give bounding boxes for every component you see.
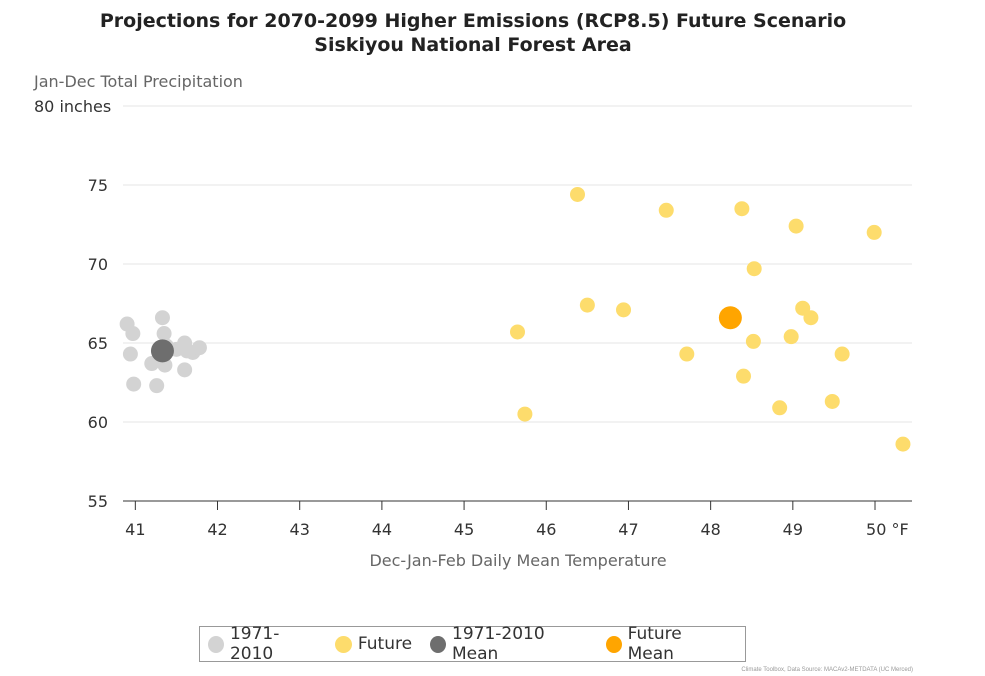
legend-item[interactable]: 1971-2010 [208,624,317,664]
point-1971-2010 [126,376,142,392]
point-future [679,346,695,362]
x-tick-label: 41 [125,520,145,539]
legend-item[interactable]: 1971-2010 Mean [430,624,588,664]
point-1971-2010 [177,362,193,378]
point-future [579,297,595,313]
point-future [510,324,525,340]
y-tick-label: 75 [88,176,108,195]
point-future [517,406,533,422]
point-1971-2010 [149,378,165,394]
point-1971-2010 [122,346,138,362]
y-tick-label: 80 inches [34,97,111,116]
legend-swatch [430,635,447,653]
legend-label: 1971-2010 Mean [452,624,545,664]
point-future [745,333,761,349]
legend-swatch [208,635,224,653]
point-1971-2010-mean [150,339,174,363]
x-axis-label: Dec-Jan-Feb Daily Mean Temperature [369,551,667,570]
legend-swatch [334,635,352,653]
x-tick-label: 44 [372,520,392,539]
point-future [616,302,632,318]
point-future [772,400,788,416]
point-future [895,436,911,452]
y-tick-label: 55 [88,492,108,511]
y-tick-label: 60 [88,413,108,432]
legend-swatch [605,635,622,653]
point-1971-2010 [154,310,170,326]
point-future [834,346,850,362]
point-future [824,393,840,409]
point-future [746,261,762,277]
point-1971-2010 [156,326,172,342]
legend-item[interactable]: Future [334,634,413,654]
point-future [788,218,804,234]
legend-label: 1971-2010 [229,624,280,664]
point-future [569,186,585,202]
point-future [736,368,752,384]
point-1971-2010 [191,340,207,356]
y-tick-label: 70 [88,255,108,274]
legend-item[interactable]: Future Mean [605,624,727,664]
point-future-mean [718,306,742,330]
point-future [803,310,819,326]
legend: 1971-2010 Future 1971-2010 Mean Future Mean [199,624,746,664]
point-future [734,201,750,217]
legend-label: Future [357,634,413,654]
x-tick-label: 43 [290,520,310,539]
x-tick-label: 42 [207,520,227,539]
x-tick-label: 45 [454,520,474,539]
chart-title: Projections for 2070-2099 Higher Emissio… [0,9,946,57]
x-tick-label: 49 [783,520,803,539]
point-future [783,329,799,345]
chart-subtitle: Siskiyou National Forest Area [314,34,632,56]
data-credit: Climate Toolbox, Data Source: MACAv2-MET… [741,667,913,673]
x-tick-label: 46 [536,520,556,539]
chart-title-main: Projections for 2070-2099 Higher Emissio… [99,10,847,32]
point-future [866,224,882,240]
x-tick-label: 50 °F [866,520,909,539]
legend-label: Future Mean [627,624,682,664]
y-axis-label: Jan-Dec Total Precipitation [34,72,243,91]
x-tick-label: 47 [618,520,638,539]
point-future [658,202,674,218]
point-1971-2010 [125,326,141,342]
y-tick-label: 65 [88,334,108,353]
x-tick-label: 48 [700,520,720,539]
